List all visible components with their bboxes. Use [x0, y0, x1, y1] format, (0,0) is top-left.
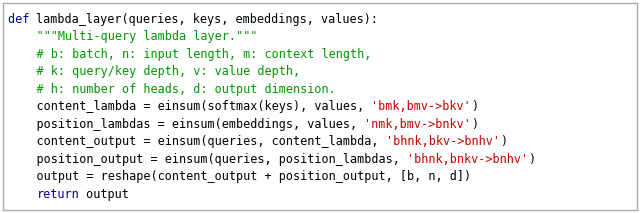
Text: # b: batch, n: input length, m: context length,: # b: batch, n: input length, m: context …	[8, 48, 371, 61]
Text: content_output = einsum(queries, content_lambda,: content_output = einsum(queries, content…	[8, 135, 386, 148]
Text: 'bmk,bmv->bkv': 'bmk,bmv->bkv'	[371, 100, 471, 113]
Text: """Multi-query lambda layer.""": """Multi-query lambda layer."""	[8, 30, 257, 43]
Text: 'bhnk,bkv->bnhv': 'bhnk,bkv->bnhv'	[386, 135, 500, 148]
Text: ): )	[528, 153, 535, 166]
Text: def: def	[8, 13, 36, 26]
Text: position_output = einsum(queries, position_lambdas,: position_output = einsum(queries, positi…	[8, 153, 407, 166]
Text: 'bhnk,bnkv->bnhv': 'bhnk,bnkv->bnhv'	[407, 153, 528, 166]
Text: # k: query/key depth, v: value depth,: # k: query/key depth, v: value depth,	[8, 65, 300, 78]
Text: ): )	[471, 100, 478, 113]
Text: content_lambda = einsum(softmax(keys), values,: content_lambda = einsum(softmax(keys), v…	[8, 100, 371, 113]
Text: lambda_layer(queries, keys, embeddings, values):: lambda_layer(queries, keys, embeddings, …	[36, 13, 378, 26]
Text: 'nmk,bmv->bnkv': 'nmk,bmv->bnkv'	[364, 118, 471, 131]
Text: ): )	[471, 118, 478, 131]
Text: return: return	[36, 188, 79, 201]
Text: output: output	[79, 188, 129, 201]
Text: # h: number of heads, d: output dimension.: # h: number of heads, d: output dimensio…	[8, 83, 336, 96]
Text: ): )	[500, 135, 507, 148]
Text: position_lambdas = einsum(embeddings, values,: position_lambdas = einsum(embeddings, va…	[8, 118, 364, 131]
Text: output = reshape(content_output + position_output, [b, n, d]): output = reshape(content_output + positi…	[8, 170, 471, 183]
